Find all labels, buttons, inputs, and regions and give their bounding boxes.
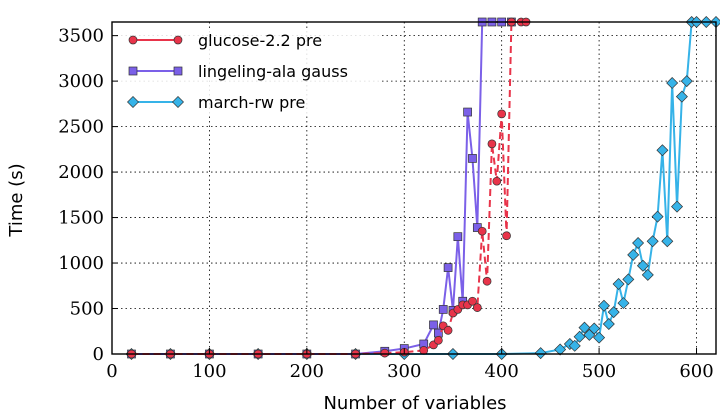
data-point [661,235,674,248]
data-point [636,259,649,272]
legend-entry: glucose-2.2 pre [128,31,322,50]
x-tick-label: 100 [192,361,226,382]
data-point [602,317,615,330]
x-tick-label: 500 [582,361,616,382]
x-axis-label: Number of variables [323,393,506,414]
data-point [463,107,472,117]
data-point [627,248,640,261]
data-point [468,296,477,306]
data-point [380,348,390,358]
data-point [646,235,659,248]
data-point [468,154,477,163]
legend-marker [128,35,138,45]
data-point [434,336,443,345]
data-point [671,200,684,213]
data-point [477,226,487,236]
data-point [578,321,591,334]
data-point [597,299,610,312]
data-point [443,326,453,335]
data-point [617,297,630,310]
data-point [429,320,438,330]
y-tick-label: 3500 [58,26,104,47]
ticks: 0 100 200 300 400 500 600 0 500 1000 1500 2000 2500 3… [58,26,714,382]
data-point [666,76,679,89]
legend-marker [172,96,184,108]
data-point [641,268,654,281]
data-point [502,231,511,241]
legend-label: march-rw pre [198,93,305,112]
x-tick-label: 600 [679,361,713,382]
data-point [438,305,448,314]
y-tick-label: 500 [70,299,104,320]
y-tick-label: 2500 [58,117,104,138]
data-point [651,210,664,223]
plot-frame [111,21,717,355]
legend-entry: march-rw pre [127,93,305,112]
x-tick-label: 300 [387,361,421,382]
data-point [482,276,492,286]
x-tick-label: 0 [106,361,117,382]
data-point [443,263,453,272]
data-point [534,347,547,360]
data-point [622,273,635,286]
data-point [472,303,482,312]
data-point [607,306,620,319]
data-point [680,75,693,88]
data-point [632,237,645,250]
data-point [656,144,669,157]
data-point [487,139,497,149]
y-tick-label: 2000 [58,162,104,183]
y-axis-label: Time (s) [6,163,27,237]
y-tick-label: 1500 [58,208,104,229]
data-point [675,90,688,103]
data-point [497,109,507,119]
x-tick-label: 400 [484,361,518,382]
y-tick-label: 1000 [58,253,104,274]
x-tick-label: 200 [290,361,324,382]
data-point [588,322,601,335]
legend-marker [128,66,138,76]
data-point [593,331,606,344]
legend-label: lingeling-ala gauss [198,62,348,81]
y-tick-label: 0 [93,344,104,365]
legend-marker [127,96,139,108]
data-point [612,277,625,290]
data-point [492,176,502,186]
legend-entry: lingeling-ala gauss [128,62,348,81]
data-point [453,232,463,242]
legend-marker [173,66,183,76]
data-point [573,330,586,343]
y-tick-label: 3000 [58,71,104,92]
legend-label: glucose-2.2 pre [198,31,322,50]
data-point [568,339,581,352]
data-point [419,346,429,355]
legend-marker [173,35,183,45]
data-point [554,343,567,356]
legend: glucose-2.2 pre lingeling-ala gauss march-… [120,28,380,114]
